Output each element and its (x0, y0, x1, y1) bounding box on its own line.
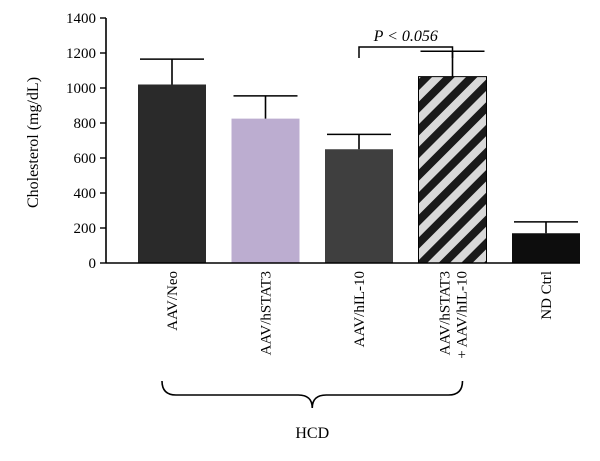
category-label: AAV/hIL-10 (352, 271, 368, 347)
y-tick-label: 1400 (66, 11, 96, 27)
bar (231, 118, 300, 263)
y-tick-label: 0 (89, 256, 97, 272)
group-brace (161, 380, 464, 409)
bar (418, 76, 487, 264)
category-label: ND Ctrl (539, 271, 555, 320)
annotations: P < 0.056 HCD (161, 28, 464, 442)
bar (512, 233, 580, 263)
category-label-line: AAV/hSTAT3 (259, 271, 275, 355)
y-tick-label: 600 (74, 151, 97, 167)
category-label-line: ND Ctrl (539, 271, 555, 320)
y-tick-label: 800 (74, 116, 97, 132)
y-axis-title: Cholesterol (mg/dL) (25, 77, 42, 208)
y-tick-label: 200 (74, 221, 97, 237)
y-tick-label: 1000 (66, 81, 96, 97)
category-label-line: AAV/hSTAT3 (438, 271, 454, 355)
significance-label: P < 0.056 (373, 28, 438, 45)
category-label-line: AAV/Neo (165, 271, 181, 331)
category-label: AAV/Neo (165, 271, 181, 331)
y-axis: 0 200 400 600 800 1000 1200 1400 Cholesterol (mg… (25, 11, 580, 272)
bar (138, 84, 206, 263)
bars-layer: AAV/Neo AAV/hSTAT3 AAV/hIL-10 AAV/hSTAT3+ A… (138, 50, 580, 359)
category-label: AAV/hSTAT3+ AAV/hIL-10 (438, 271, 471, 359)
category-label-line: AAV/hIL-10 (352, 271, 368, 347)
category-label-line: + AAV/hIL-10 (455, 271, 471, 359)
y-tick-label: 1200 (66, 46, 96, 62)
category-label: AAV/hSTAT3 (259, 271, 275, 355)
y-tick-label: 400 (74, 186, 97, 202)
significance-bracket (358, 46, 454, 58)
bar (325, 149, 393, 263)
group-label: HCD (295, 425, 329, 442)
